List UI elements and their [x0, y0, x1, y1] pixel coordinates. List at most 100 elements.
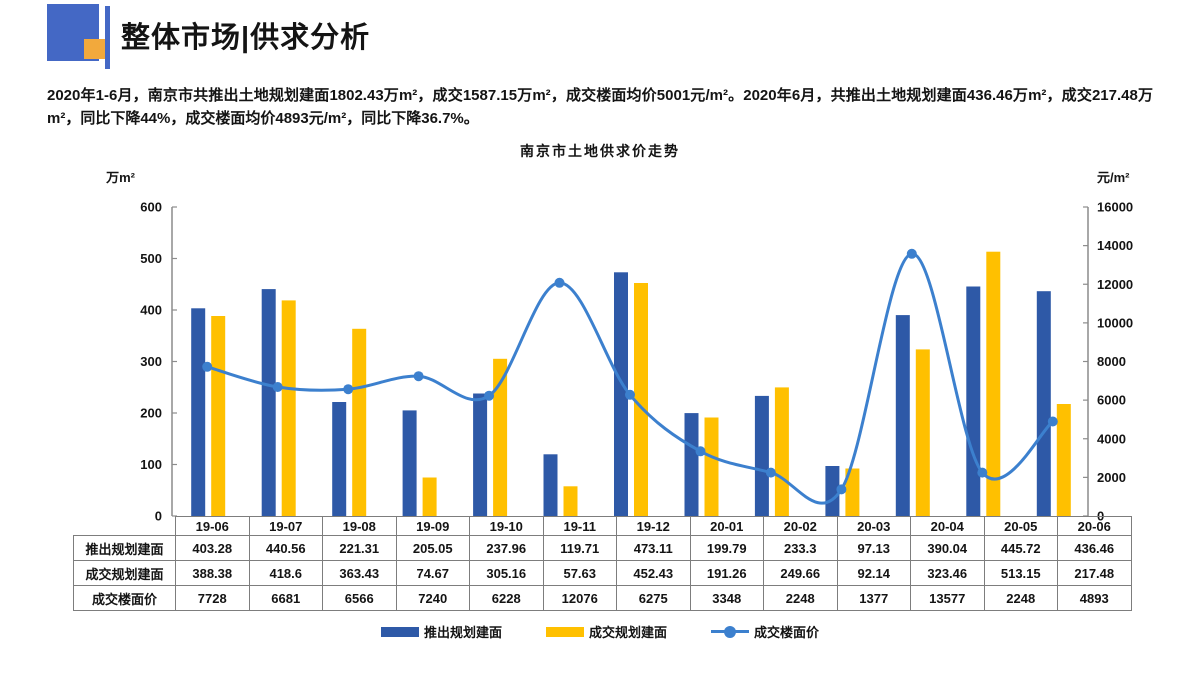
left-axis-tick-label: 0	[155, 509, 162, 523]
bar-deal-area	[422, 477, 437, 516]
legend-label: 成交规划建面	[588, 625, 667, 640]
bar-supply-area	[473, 393, 488, 516]
bar-supply-area	[261, 289, 276, 516]
table-col-header: 19-06	[175, 516, 250, 536]
line-marker	[343, 384, 354, 395]
table-cell: 205.05	[395, 535, 470, 561]
table-cell: 440.56	[248, 535, 323, 561]
bar-deal-area	[774, 387, 789, 516]
bar-deal-area	[986, 251, 1001, 516]
table-col-header: 20-05	[983, 516, 1058, 536]
right-axis-tick-label: 6000	[1097, 393, 1126, 408]
table-row-label: 成交规划建面	[73, 560, 176, 586]
table-cell: 221.31	[322, 535, 397, 561]
bar-supply-area	[543, 454, 558, 516]
table-cell: 363.43	[322, 560, 397, 586]
table-cell: 2248	[763, 585, 838, 611]
table-row: 推出规划建面 403.28 440.56 221.31 205.05 237.96 119.…	[73, 535, 1132, 561]
line-marker	[484, 390, 495, 401]
legend-bar-swatch	[545, 626, 584, 637]
table-cell: 199.79	[689, 535, 764, 561]
bar-supply-area	[1036, 291, 1051, 516]
line-marker	[836, 484, 847, 495]
right-axis-tick-label: 12000	[1097, 277, 1133, 292]
table-cell: 305.16	[469, 560, 544, 586]
table-cell: 452.43	[616, 560, 691, 586]
bar-supply-area	[895, 315, 910, 516]
table-cell: 237.96	[469, 535, 544, 561]
table-cell: 1377	[836, 585, 911, 611]
right-axis-tick-label: 14000	[1097, 238, 1133, 253]
table-col-header: 20-02	[763, 516, 838, 536]
table-cell: 119.71	[542, 535, 617, 561]
chart-data-table: 19-06 19-07 19-08 19-09 19-10 19-11 19-12 20-01…	[73, 516, 1132, 611]
deal-price-line	[205, 252, 1055, 505]
table-cell: 4893	[1057, 585, 1132, 611]
left-axis-tick-label: 600	[140, 200, 162, 215]
line-marker	[906, 248, 917, 259]
legend-line-swatch	[711, 625, 749, 638]
table-cell: 13577	[910, 585, 985, 611]
table-cell: 323.46	[910, 560, 985, 586]
table-col-header: 19-12	[616, 516, 691, 536]
left-axis-tick-label: 200	[140, 406, 162, 421]
legend-label: 成交楼面价	[754, 625, 820, 640]
table-corner-cell	[74, 517, 176, 536]
table-row-label: 推出规划建面	[73, 535, 176, 561]
table-cell: 97.13	[836, 535, 911, 561]
line-marker	[554, 277, 565, 288]
summary-text: 2020年1-6月，南京市共推出土地规划建面1802.43万m²，成交1587.…	[47, 87, 1153, 127]
left-axis-tick-label: 300	[140, 354, 162, 369]
chart-title: 南京市土地供求价走势	[520, 143, 680, 159]
bar-deal-area	[281, 300, 296, 516]
table-cell: 233.3	[763, 535, 838, 561]
line-marker	[272, 382, 283, 392]
table-cell: 473.11	[616, 535, 691, 561]
table-cell: 74.67	[395, 560, 470, 586]
line-marker	[765, 467, 776, 478]
table-cell: 418.6	[248, 560, 323, 586]
bar-deal-area	[845, 468, 860, 516]
table-cell: 7240	[395, 585, 470, 611]
legend-item: 成交楼面价	[711, 622, 819, 641]
table-cell: 57.63	[542, 560, 617, 586]
table-row-label: 成交楼面价	[73, 585, 176, 611]
bar-supply-area	[191, 308, 206, 516]
bar-deal-area	[704, 417, 719, 516]
right-axis-tick-label: 4000	[1097, 431, 1126, 446]
bar-supply-area	[332, 402, 347, 516]
right-axis-tick-label: 16000	[1097, 200, 1133, 215]
table-col-header: 20-04	[910, 516, 985, 536]
table-cell: 6566	[322, 585, 397, 611]
legend-item: 成交规划建面	[545, 622, 667, 641]
bar-supply-area	[614, 272, 628, 516]
bar-deal-area	[563, 486, 578, 516]
table-col-header: 19-11	[542, 516, 617, 536]
bar-supply-area	[825, 466, 840, 516]
table-col-header: 19-08	[322, 516, 397, 536]
legend-item: 推出规划建面	[380, 622, 502, 641]
bar-supply-area	[402, 410, 417, 516]
left-axis-unit-label: 万m²	[105, 170, 136, 185]
table-col-header: 20-03	[836, 516, 911, 536]
line-marker	[625, 389, 635, 400]
bar-supply-area	[754, 395, 769, 516]
table-cell: 2248	[983, 585, 1058, 611]
legend-marker-dot	[724, 625, 736, 638]
bar-deal-area	[211, 316, 226, 516]
table-col-header: 20-06	[1057, 516, 1132, 536]
line-marker	[1047, 416, 1058, 427]
table-cell: 445.72	[983, 535, 1058, 561]
legend-label: 推出规划建面	[423, 625, 502, 640]
table-cell: 390.04	[910, 535, 985, 561]
table-col-header: 19-09	[395, 516, 470, 536]
table-cell: 249.66	[763, 560, 838, 586]
page-title: 整体市场|供求分析	[121, 22, 371, 54]
table-cell: 388.38	[175, 560, 250, 586]
table-col-header: 19-10	[469, 516, 544, 536]
line-marker	[977, 467, 988, 478]
table-cell: 217.48	[1057, 560, 1132, 586]
line-marker	[413, 371, 424, 382]
right-axis-tick-label: 2000	[1097, 470, 1126, 485]
